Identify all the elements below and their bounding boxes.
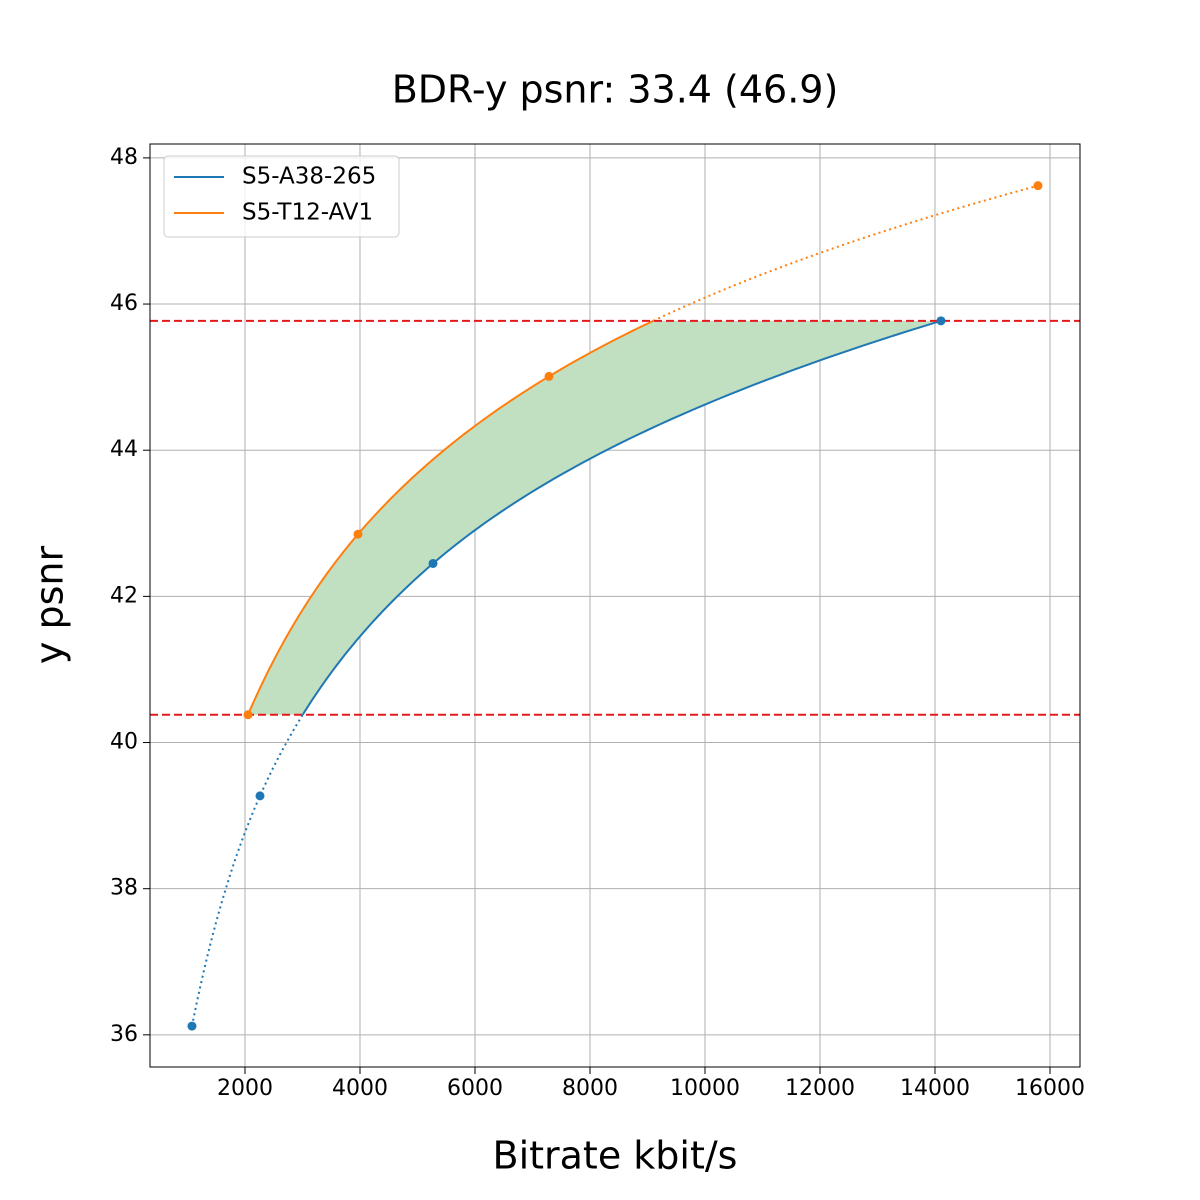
chart-title: BDR-y psnr: 33.4 (46.9)	[392, 68, 839, 112]
point	[544, 371, 554, 381]
point	[243, 710, 253, 720]
x-tick-label: 12000	[785, 1076, 855, 1101]
x-tick-label: 4000	[332, 1076, 388, 1101]
curve	[301, 319, 942, 716]
x-tick-label: 2000	[217, 1076, 273, 1101]
x-tick-label: 6000	[447, 1076, 503, 1101]
point	[428, 558, 438, 568]
legend: S5-A38-265 S5-T12-AV1	[163, 155, 400, 238]
y-axis-label: y psnr	[28, 546, 72, 665]
point	[353, 529, 363, 539]
point	[255, 791, 265, 801]
y-tick-label: 42	[110, 583, 138, 608]
point	[187, 1021, 197, 1031]
bd-area	[247, 320, 941, 715]
y-tick-label: 48	[110, 145, 138, 170]
y-tick-label: 38	[110, 876, 138, 901]
x-tick-label: 16000	[1015, 1076, 1085, 1101]
plot-area	[190, 184, 1039, 1027]
y-tick-label: 46	[110, 291, 138, 316]
x-tick-label: 8000	[562, 1076, 618, 1101]
point	[936, 316, 946, 326]
x-tick-label: 14000	[900, 1076, 970, 1101]
curve	[247, 319, 654, 716]
legend-label: S5-T12-AV1	[242, 200, 373, 226]
legend-label: S5-A38-265	[242, 164, 376, 190]
extrapolated-curve	[190, 714, 304, 1027]
x-tick-label: 10000	[670, 1076, 740, 1101]
grid	[150, 144, 1080, 1067]
point	[1033, 181, 1043, 191]
extrapolated-curve	[652, 184, 1039, 322]
y-tick-label: 44	[110, 437, 138, 462]
y-tick-label: 40	[110, 730, 138, 755]
plot-frame	[149, 143, 1081, 1068]
y-tick-label: 36	[110, 1022, 138, 1047]
x-axis-label: Bitrate kbit/s	[493, 1134, 738, 1178]
